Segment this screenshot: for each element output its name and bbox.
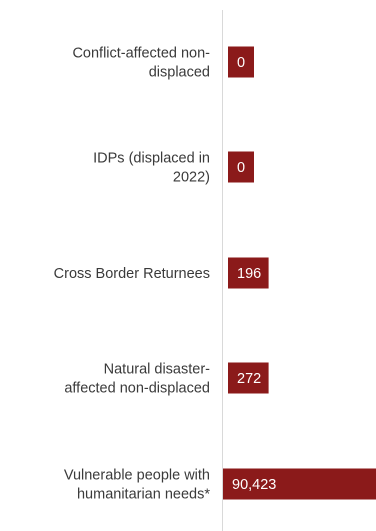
category-label-natural-disaster-affected-non-displaced: Natural disaster-affected non-displaced [64, 362, 210, 397]
bar-vulnerable-people-with-humanitarian-needs [223, 468, 376, 500]
bars-group: Conflict-affected non-displaced 0 IDPs (di… [54, 46, 376, 503]
category-label-idps-displaced-in-2022: IDPs (displaced in 2022) [93, 151, 210, 186]
bar-idps-displaced-in-2022 [228, 151, 254, 183]
value-label-vulnerable-people-with-humanitarian-needs: 90,423 [232, 477, 276, 493]
category-label-conflict-affected-non-displaced: Conflict-affected non-displaced [72, 46, 210, 81]
value-label-idps-displaced-in-2022: 0 [237, 160, 245, 176]
bar-natural-disaster-affected-non-displaced [228, 362, 269, 394]
category-label-cross-border-returnees: Cross Border Returnees [54, 266, 210, 282]
value-label-natural-disaster-affected-non-displaced: 272 [237, 371, 261, 387]
bar-conflict-affected-non-displaced [228, 46, 254, 78]
value-label-cross-border-returnees: 196 [237, 266, 261, 282]
bar-cross-border-returnees [228, 257, 269, 289]
category-label-vulnerable-people-with-humanitarian-needs: Vulnerable people with humanitarian needs… [64, 468, 211, 503]
value-label-conflict-affected-non-displaced: 0 [237, 55, 245, 71]
